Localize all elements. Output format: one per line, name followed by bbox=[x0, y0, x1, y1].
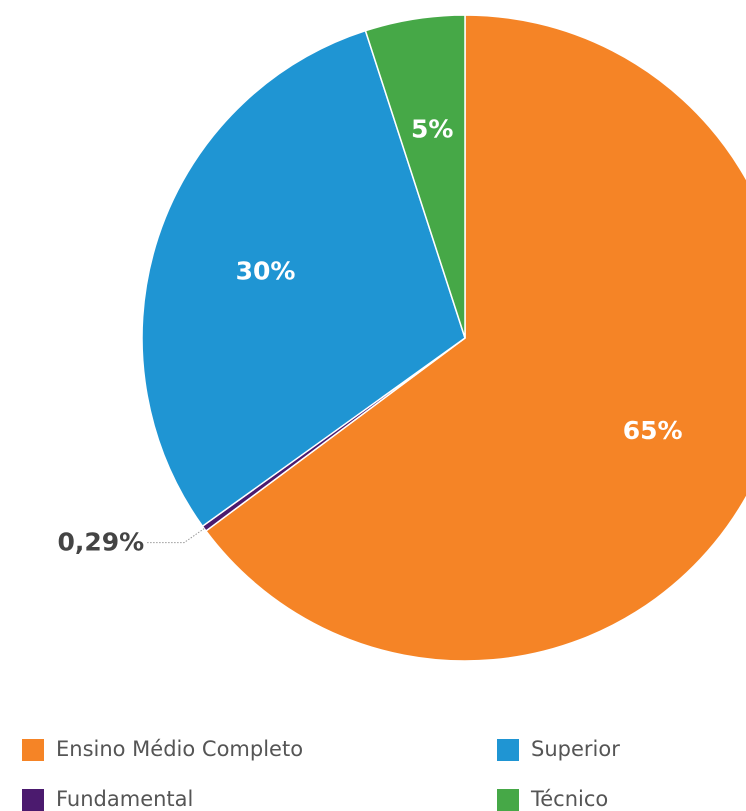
data-label: 65% bbox=[623, 416, 683, 445]
pie-slice bbox=[364, 14, 466, 339]
legend-swatch bbox=[497, 739, 519, 761]
leader-line bbox=[146, 528, 205, 544]
legend-swatch bbox=[22, 739, 44, 761]
legend-label: Fundamental bbox=[56, 787, 193, 811]
legend-label: Ensino Médio Completo bbox=[56, 737, 303, 761]
pie-slice bbox=[141, 29, 466, 528]
legend-swatch bbox=[497, 789, 519, 811]
data-label: 5% bbox=[411, 115, 453, 144]
pie-slice bbox=[204, 14, 746, 662]
legend-label: Superior bbox=[531, 737, 620, 761]
legend-label: Técnico bbox=[530, 787, 608, 811]
legend-swatch bbox=[22, 789, 44, 811]
data-label: 30% bbox=[236, 256, 296, 285]
data-label: 0,29% bbox=[57, 528, 144, 557]
